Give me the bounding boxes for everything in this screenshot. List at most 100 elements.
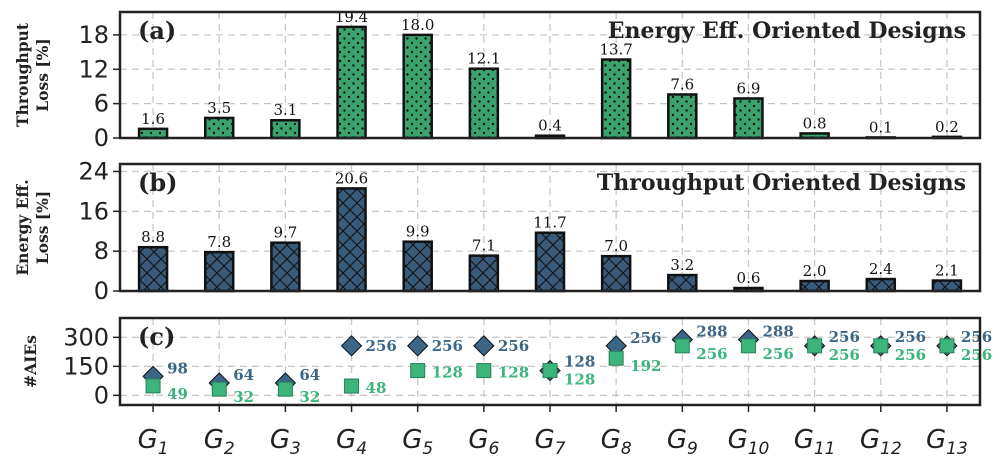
xtick-label: G5 (402, 425, 433, 459)
panel-frame (118, 10, 982, 140)
bar-G1 (137, 127, 169, 140)
bar-G8 (600, 58, 632, 140)
panel-label: (a) (138, 16, 176, 45)
bar-value-label: 0.6 (737, 269, 761, 287)
ytick-label: 300 (63, 323, 109, 351)
point-label-green: 256 (696, 345, 727, 363)
bar-G7 (534, 231, 566, 293)
panel-frame (118, 162, 982, 293)
xtick-label: G4 (336, 425, 367, 459)
panel-label: (b) (138, 168, 178, 197)
xtick-label: G6 (468, 425, 499, 459)
bar-value-label: 11.7 (533, 214, 566, 232)
bar-value-label: 0.4 (538, 117, 562, 135)
bar-G11 (799, 279, 830, 293)
ytick-label: 0 (94, 124, 109, 152)
x-axis: G1 G2 G3 G4 G5 G6 G7 G8 G9 G10 G11 G12 G13 (138, 405, 968, 459)
bar-value-label: 7.8 (207, 233, 231, 251)
point-square-G4 (344, 378, 360, 394)
point-label-blue: 256 (498, 337, 529, 355)
ytick-label: 150 (63, 352, 109, 380)
bar-G2 (203, 116, 235, 140)
point-label-green: 256 (762, 345, 793, 363)
bar-value-label: 18.0 (401, 16, 434, 34)
point-diamond-G4 (340, 335, 363, 357)
point-square-G6 (476, 363, 492, 379)
point-label-blue: 288 (762, 323, 793, 341)
bar-value-label: 0.1 (869, 118, 893, 136)
point-label-blue: 64 (233, 366, 254, 384)
bar-G6 (468, 254, 500, 293)
ylabel-line: Loss [%] (33, 38, 52, 111)
point-label-blue: 256 (432, 337, 463, 355)
bar-value-label: 19.4 (335, 8, 368, 26)
bar-G4 (336, 187, 367, 293)
bar-value-label: 3.5 (207, 99, 231, 117)
panel-title: Energy Eff. Oriented Designs (608, 18, 966, 44)
bar-value-label: 2.4 (869, 260, 893, 278)
xtick-label: G11 (794, 425, 836, 459)
point-square-G7 (542, 363, 558, 379)
point-square-G3 (277, 381, 293, 397)
point-label-blue: 256 (961, 328, 992, 346)
point-label-blue: 98 (167, 359, 188, 377)
point-square-G1 (145, 378, 161, 394)
point-square-G12 (873, 338, 889, 354)
ytick-label: 16 (78, 197, 109, 225)
ylabel-line: Throughput (13, 22, 32, 127)
bar-G5 (402, 240, 433, 293)
ytick-label: 6 (94, 90, 109, 118)
panel-a: 0 6 12 18 Throughput Loss [%] 1.6 3.5 3.1 19.4 18.… (13, 8, 982, 152)
point-label-green: 256 (895, 346, 926, 364)
bar-G8 (600, 254, 632, 293)
ytick-label: 24 (78, 157, 109, 185)
bar-value-label: 7.0 (604, 237, 628, 255)
bar-G4 (336, 25, 367, 140)
panel-title: Throughput Oriented Designs (597, 170, 966, 196)
bar-G5 (402, 33, 433, 140)
point-diamond-G6 (473, 335, 495, 357)
bar-value-label: 1.6 (141, 110, 165, 128)
point-label-blue: 256 (829, 328, 860, 346)
ylabel-line: Loss [%] (33, 191, 52, 264)
bar-value-label: 2.0 (803, 262, 827, 280)
bar-G3 (270, 118, 301, 140)
bar-value-label: 7.1 (472, 237, 496, 255)
xtick-label: G8 (601, 425, 632, 459)
point-label-green: 256 (961, 346, 992, 364)
bar-G2 (203, 250, 235, 293)
bar-value-label: 3.2 (670, 256, 694, 274)
point-label-green: 128 (432, 364, 463, 382)
ylabel-line: Energy Eff. (13, 179, 32, 275)
xtick-label: G2 (204, 425, 235, 459)
ytick-label: 8 (94, 237, 109, 265)
bar-value-label: 3.1 (273, 101, 297, 119)
panel-label: (c) (138, 322, 175, 351)
bar-G1 (137, 245, 169, 293)
point-label-blue: 64 (299, 366, 320, 384)
point-square-G10 (740, 338, 756, 354)
point-square-G13 (939, 338, 955, 354)
point-label-green: 128 (498, 364, 529, 382)
bar-G9 (667, 273, 698, 293)
bar-value-label: 12.1 (467, 50, 500, 68)
bar-G10 (733, 97, 764, 140)
panel-b: 0 8 16 24 Energy Eff. Loss [%] 8.8 7.8 9.7 20.6 9.… (13, 157, 982, 305)
bar-value-label: 9.9 (406, 223, 430, 241)
bar-value-label: 9.7 (273, 224, 297, 242)
xtick-label: G9 (667, 425, 698, 459)
bar-G9 (667, 93, 698, 140)
point-label-blue: 128 (564, 353, 595, 371)
ytick-label: 0 (94, 277, 109, 305)
bar-value-label: 2.1 (935, 262, 959, 280)
bar-value-label: 20.6 (335, 169, 368, 187)
xtick-label: G12 (860, 425, 902, 459)
point-label-blue: 288 (696, 323, 727, 341)
bar-value-label: 0.8 (803, 114, 827, 132)
bar-G12 (865, 277, 897, 293)
bar-G3 (270, 241, 301, 293)
point-label-green: 256 (829, 346, 860, 364)
ylabel-line: #AIEs (21, 335, 40, 388)
point-diamond-G5 (406, 335, 429, 357)
